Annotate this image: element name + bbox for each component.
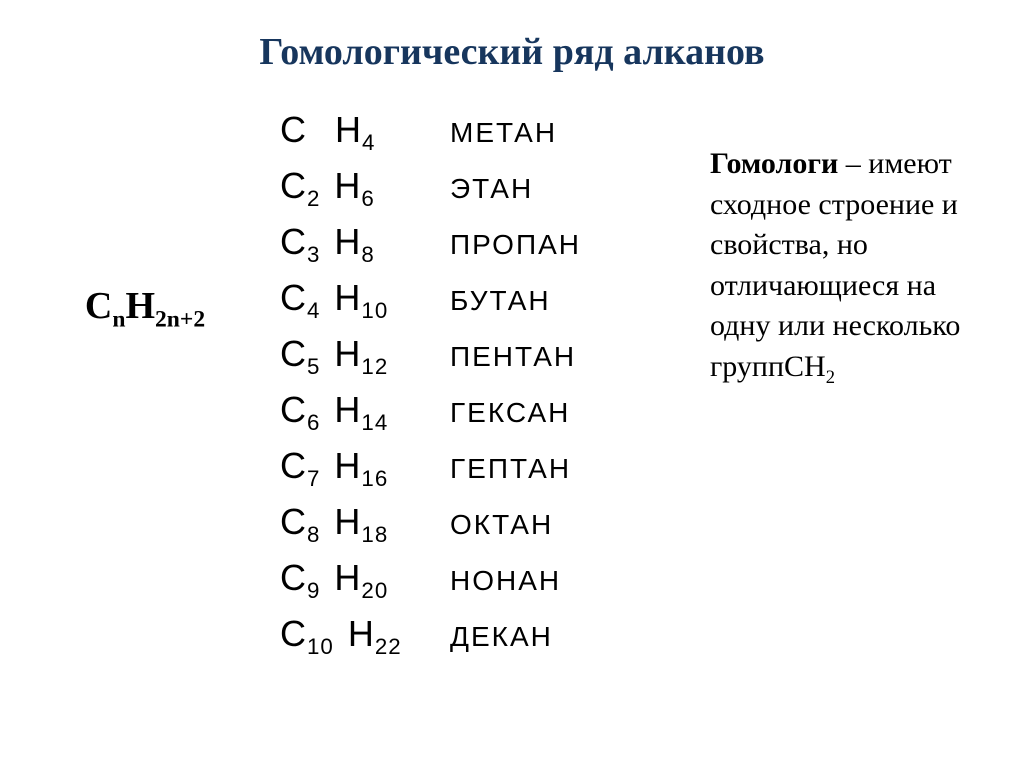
series-row: C2H6ЭТАН: [280, 165, 680, 207]
series-row: C6H14ГЕКСАН: [280, 389, 680, 431]
molecular-formula: C8H18: [280, 501, 450, 543]
compound-name: ПЕНТАН: [450, 341, 576, 373]
molecular-formula: C9H20: [280, 557, 450, 599]
content-area: CnH2n+2 CH4МЕТАНC2H6ЭТАНC3H8ПРОПАНC4H10Б…: [40, 109, 984, 669]
gf-h-sub: 2n+2: [155, 307, 205, 333]
molecular-formula: C7H16: [280, 445, 450, 487]
general-formula: CnH2n+2: [85, 284, 205, 328]
definition-group-sub: 2: [826, 367, 835, 388]
definition-dash: –: [838, 147, 868, 180]
series-row: C4H10БУТАН: [280, 277, 680, 319]
compound-name: ГЕПТАН: [450, 453, 571, 485]
molecular-formula: C2H6: [280, 165, 450, 207]
molecular-formula: C4H10: [280, 277, 450, 319]
compound-name: НОНАН: [450, 565, 561, 597]
compound-name: ДЕКАН: [450, 621, 553, 653]
compound-name: ЭТАН: [450, 173, 533, 205]
series-row: C10H22ДЕКАН: [280, 613, 680, 655]
general-formula-column: CnH2n+2: [40, 109, 250, 328]
definition-group-base: CH: [784, 350, 826, 383]
molecular-formula: CH4: [280, 109, 450, 151]
definition-body: имеют сходное строение и свойства, но от…: [710, 147, 960, 383]
series-row: C3H8ПРОПАН: [280, 221, 680, 263]
series-row: C5H12ПЕНТАН: [280, 333, 680, 375]
gf-c: C: [85, 285, 112, 327]
compound-name: БУТАН: [450, 285, 551, 317]
molecular-formula: C3H8: [280, 221, 450, 263]
series-row: CH4МЕТАН: [280, 109, 680, 151]
compound-name: МЕТАН: [450, 117, 557, 149]
series-row: C7H16ГЕПТАН: [280, 445, 680, 487]
molecular-formula: C6H14: [280, 389, 450, 431]
homolog-definition: Гомологи – имеют сходное строение и свой…: [710, 144, 974, 387]
compound-name: ОКТАН: [450, 509, 553, 541]
compound-name: ПРОПАН: [450, 229, 581, 261]
compound-name: ГЕКСАН: [450, 397, 570, 429]
gf-h: H: [125, 285, 155, 327]
definition-column: Гомологи – имеют сходное строение и свой…: [710, 109, 984, 387]
molecular-formula: C10H22: [280, 613, 450, 655]
series-row: C8H18ОКТАН: [280, 501, 680, 543]
molecular-formula: C5H12: [280, 333, 450, 375]
page-title: Гомологический ряд алканов: [40, 30, 984, 74]
gf-c-sub: n: [112, 307, 125, 333]
series-column: CH4МЕТАНC2H6ЭТАНC3H8ПРОПАНC4H10БУТАНC5H1…: [280, 109, 680, 669]
definition-term: Гомологи: [710, 147, 838, 180]
series-row: C9H20НОНАН: [280, 557, 680, 599]
